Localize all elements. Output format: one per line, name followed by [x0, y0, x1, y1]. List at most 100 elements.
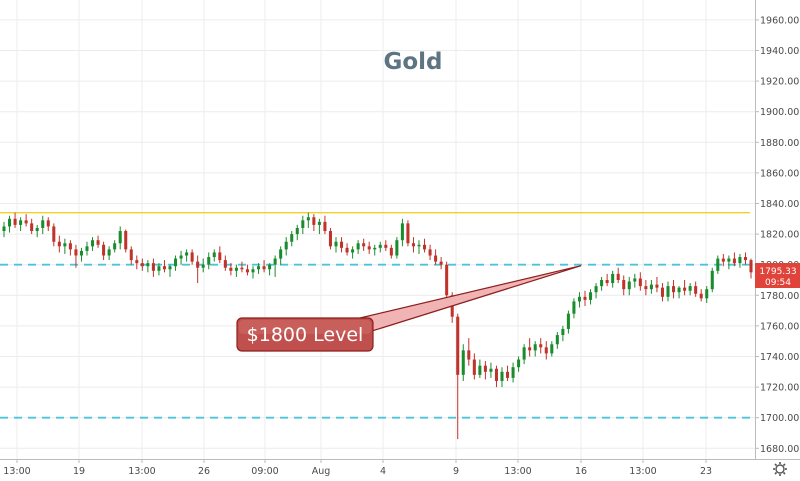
candle	[46, 217, 50, 232]
candle-body	[351, 249, 355, 253]
x-axis-panel	[0, 459, 800, 481]
candle-body	[124, 231, 128, 250]
candle	[185, 249, 189, 262]
candle	[528, 338, 532, 357]
candle-body	[544, 347, 548, 354]
candle-body	[129, 249, 133, 261]
candle	[743, 252, 747, 265]
candle-body	[162, 266, 166, 270]
candle	[328, 227, 332, 250]
candle	[483, 361, 487, 380]
candle-body	[705, 289, 709, 299]
candle	[594, 283, 598, 299]
candle-body	[494, 368, 498, 381]
candles	[2, 212, 753, 440]
candle	[511, 362, 515, 383]
candle	[240, 261, 244, 273]
candle-body	[207, 257, 211, 265]
candle	[118, 226, 122, 250]
candle	[622, 275, 626, 296]
candle	[439, 257, 443, 270]
candle-body	[107, 249, 111, 256]
candle	[85, 241, 89, 256]
y-tick-label: 1960.00	[760, 15, 799, 26]
candle-body	[389, 247, 393, 256]
candle-body	[19, 220, 23, 225]
candle	[102, 241, 106, 261]
candle	[174, 255, 178, 271]
candle-body	[577, 296, 581, 302]
candle-body	[24, 220, 28, 224]
y-tick-label: 1860.00	[760, 168, 799, 179]
candle	[644, 279, 648, 296]
candle	[351, 246, 355, 259]
candle	[362, 238, 366, 251]
candle	[113, 240, 117, 253]
candle	[400, 218, 404, 247]
candle	[555, 332, 559, 349]
candle-body	[616, 273, 620, 280]
callout-label: $1800 Level	[247, 324, 364, 346]
candle-body	[212, 252, 216, 258]
candle	[461, 344, 465, 381]
candle	[500, 367, 504, 388]
candle	[478, 359, 482, 378]
candle-body	[140, 263, 144, 267]
candle-body	[566, 313, 570, 329]
y-tick-label: 1900.00	[760, 107, 799, 118]
candle-body	[378, 244, 382, 248]
candle-body	[79, 250, 83, 256]
candle-body	[284, 241, 288, 250]
candle	[234, 264, 238, 277]
candle	[317, 218, 321, 235]
candle-body	[328, 231, 332, 247]
candle-body	[268, 264, 272, 270]
candle	[616, 267, 620, 284]
candle-body	[611, 273, 615, 284]
candle	[290, 231, 294, 247]
candle	[638, 272, 642, 291]
candle	[732, 252, 736, 267]
candle	[677, 286, 681, 299]
candle-body	[716, 258, 720, 271]
candle-body	[694, 286, 698, 294]
candle	[445, 261, 449, 302]
candle	[660, 283, 664, 302]
candle	[600, 276, 604, 291]
candle-body	[406, 223, 410, 244]
x-tick-label: 09:00	[251, 466, 278, 477]
horizontal-levels	[0, 211, 755, 419]
candle-body	[677, 287, 681, 293]
candle	[312, 214, 316, 232]
settings-icon[interactable]	[773, 462, 787, 476]
candle	[672, 279, 676, 299]
candle	[168, 264, 172, 277]
candle	[456, 313, 460, 440]
candle-body	[589, 292, 593, 300]
candle-body	[52, 226, 56, 242]
candle-body	[423, 244, 427, 250]
y-tick-label: 1840.00	[760, 199, 799, 210]
candle-body	[633, 278, 637, 282]
candle-body	[102, 244, 106, 256]
candle	[517, 356, 521, 372]
candle	[268, 263, 272, 276]
candle-body	[445, 264, 449, 296]
candle-body	[190, 252, 194, 262]
candle-body	[489, 368, 493, 372]
candle	[63, 238, 67, 254]
candle	[190, 249, 194, 265]
candle	[262, 260, 266, 273]
candle-body	[666, 286, 670, 297]
candle-body	[8, 218, 12, 227]
candle-body	[174, 258, 178, 267]
candle-body	[434, 255, 438, 262]
candle-body	[539, 344, 543, 348]
candle	[107, 246, 111, 261]
candle-body	[146, 263, 150, 267]
candle-body	[506, 371, 510, 378]
candle-body	[135, 260, 139, 264]
candle-body	[317, 221, 321, 225]
